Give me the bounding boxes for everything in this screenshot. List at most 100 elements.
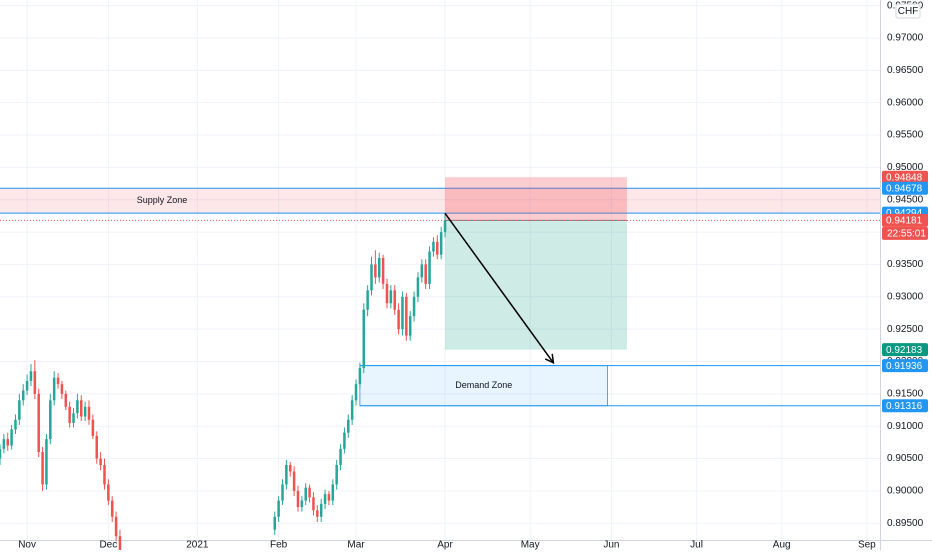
price-label: 0.91936 bbox=[886, 361, 923, 372]
y-tick-label: 0.97000 bbox=[887, 33, 924, 44]
price-label: 0.94294 bbox=[886, 208, 923, 219]
candle-body bbox=[2, 439, 6, 449]
candle-body bbox=[432, 241, 435, 252]
candle-body bbox=[389, 290, 393, 304]
price-label: 0.94181 bbox=[886, 216, 923, 227]
candle-body bbox=[52, 377, 56, 401]
candle-body bbox=[412, 296, 416, 317]
candle-body bbox=[83, 406, 87, 417]
candle-body bbox=[436, 241, 439, 255]
candle-body bbox=[335, 465, 338, 485]
candle-body bbox=[110, 500, 114, 517]
candle-body bbox=[14, 419, 17, 430]
candle-body bbox=[118, 536, 122, 555]
candle-body bbox=[10, 429, 13, 446]
price-label: 0.92183 bbox=[886, 345, 923, 356]
x-tick-label: Mar bbox=[347, 540, 365, 550]
candle-body bbox=[327, 494, 331, 501]
candle-body bbox=[308, 487, 311, 498]
candle-body bbox=[366, 290, 369, 310]
zone-label: Demand Zone bbox=[455, 380, 512, 390]
y-tick-label: 0.95000 bbox=[887, 162, 924, 173]
candle-body bbox=[443, 220, 447, 233]
price-label-bg bbox=[882, 170, 928, 184]
y-tick-label: 0.89500 bbox=[887, 518, 924, 529]
candle-body bbox=[285, 465, 288, 485]
countdown: 22:55:01 bbox=[887, 229, 926, 240]
candle-body bbox=[339, 448, 342, 466]
candle-body bbox=[91, 419, 95, 436]
candle-body bbox=[21, 390, 25, 401]
x-tick-label: Jul bbox=[690, 540, 703, 550]
currency-label: CHF bbox=[898, 6, 919, 17]
candle-body bbox=[87, 406, 91, 420]
candle-body bbox=[60, 384, 64, 394]
y-tick-label: 0.96000 bbox=[887, 97, 924, 108]
stop-area bbox=[445, 177, 627, 221]
candle-body bbox=[331, 484, 335, 501]
countdown-bg bbox=[882, 226, 928, 240]
demand-zone bbox=[359, 365, 608, 407]
candle-body bbox=[29, 371, 33, 381]
x-tick-label: May bbox=[521, 540, 540, 550]
y-tick-label: 0.91000 bbox=[887, 421, 924, 432]
candle-body bbox=[405, 296, 408, 336]
candle-body bbox=[33, 371, 37, 394]
candle-body bbox=[99, 458, 102, 466]
candle-body bbox=[37, 393, 40, 453]
x-tick-label: 2021 bbox=[186, 540, 209, 550]
candle-body bbox=[393, 290, 396, 310]
candle-body bbox=[420, 264, 424, 278]
price-label: 0.91316 bbox=[886, 401, 923, 412]
candle-body bbox=[0, 448, 2, 459]
candle-body bbox=[397, 309, 400, 330]
supply-zone bbox=[0, 188, 880, 214]
candle-body bbox=[103, 465, 106, 485]
candle-body bbox=[439, 232, 443, 255]
candle-body bbox=[72, 413, 75, 423]
candle-body bbox=[343, 432, 346, 449]
x-tick-label: Apr bbox=[437, 540, 453, 550]
y-tick-label: 0.93000 bbox=[887, 291, 924, 302]
candle-body bbox=[6, 439, 9, 446]
y-tick-label: 0.93500 bbox=[887, 259, 924, 270]
candle-body bbox=[374, 264, 377, 278]
candle-body bbox=[381, 257, 385, 284]
candle-body bbox=[107, 484, 110, 501]
candle-body bbox=[80, 400, 83, 417]
candle-body bbox=[316, 510, 319, 517]
candle-body bbox=[323, 494, 327, 504]
candle-body bbox=[296, 490, 300, 508]
price-label-bg bbox=[882, 359, 928, 373]
x-tick-label: Dec bbox=[99, 540, 117, 550]
candle-body bbox=[292, 471, 296, 491]
candle-body bbox=[347, 419, 350, 433]
candle-body bbox=[354, 384, 358, 401]
price-label: 0.94848 bbox=[886, 172, 923, 183]
x-tick-label: Aug bbox=[773, 540, 791, 550]
candle-body bbox=[416, 277, 420, 297]
candle-body bbox=[358, 367, 362, 385]
candle-body bbox=[300, 500, 304, 508]
candle-body bbox=[95, 435, 99, 459]
x-tick-label: Feb bbox=[270, 540, 288, 550]
candle-body bbox=[408, 316, 412, 336]
candle-body bbox=[319, 503, 323, 517]
x-tick-label: Jun bbox=[603, 540, 619, 550]
trend-arrow bbox=[444, 212, 554, 364]
candle-body bbox=[428, 251, 431, 284]
candle-body bbox=[56, 377, 60, 385]
candle-body bbox=[68, 406, 71, 423]
candle-body bbox=[18, 400, 21, 420]
candle-body bbox=[64, 393, 68, 407]
candle-body bbox=[350, 400, 354, 420]
zone-label: Supply Zone bbox=[137, 195, 188, 205]
candle-body bbox=[304, 487, 307, 501]
price-label-bg bbox=[882, 399, 928, 413]
y-tick-label: 0.92500 bbox=[887, 324, 924, 335]
candle-body bbox=[424, 264, 427, 284]
candle-body bbox=[45, 439, 48, 485]
candle-body bbox=[76, 400, 79, 414]
y-tick-label: 0.96500 bbox=[887, 65, 924, 76]
